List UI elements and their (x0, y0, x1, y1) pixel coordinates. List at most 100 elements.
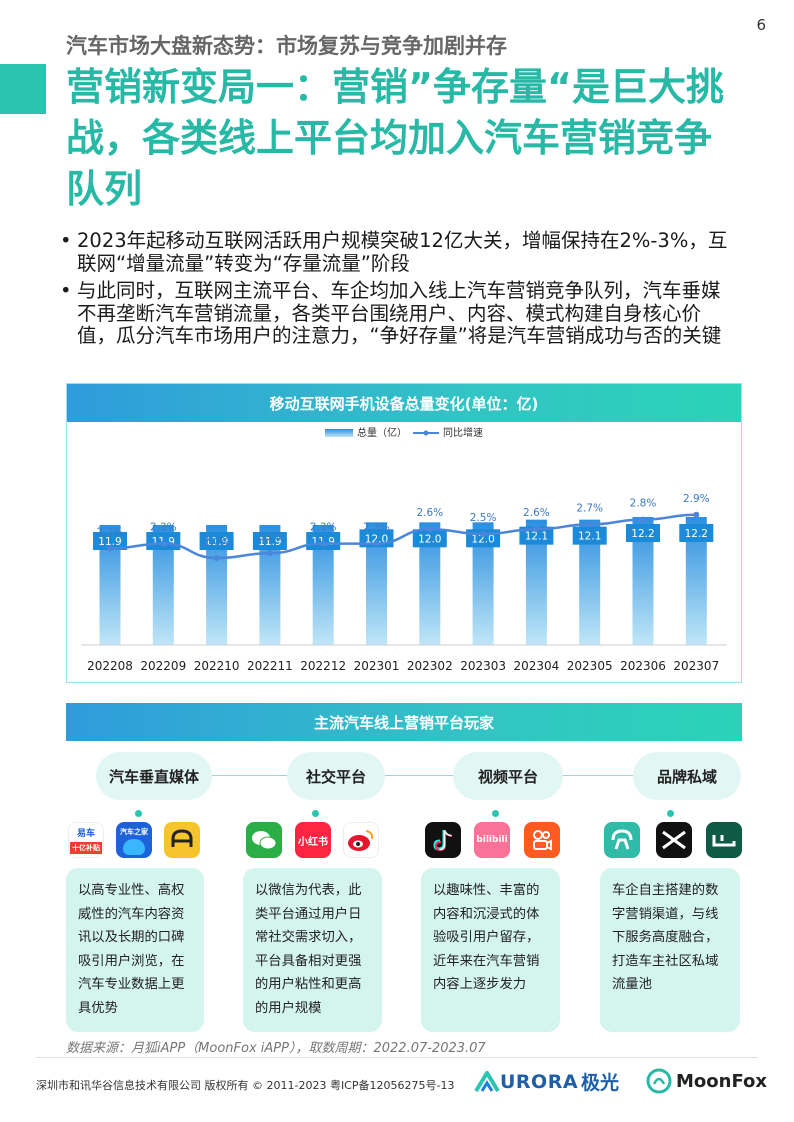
yiche-icon-text: 易车 (76, 829, 95, 839)
chart-title: 移动互联网手机设备总量变化(单位：亿) (67, 384, 741, 422)
legend-line-label: 同比增速 (443, 426, 483, 439)
category-connector (560, 775, 635, 776)
category-dot (312, 810, 319, 817)
chart-bar (472, 522, 494, 645)
growth-rate-point (160, 540, 167, 547)
chart-bar (419, 522, 441, 645)
growth-rate-point (426, 526, 433, 533)
x-tick-label: 202304 (513, 659, 559, 673)
douyin-icon (425, 822, 461, 858)
aurora-logo-cn: 极光 (581, 1072, 620, 1094)
description-social: 以微信为代表，此类平台通过用户日常社交需求切入，平台具备相对更强的用户粘性和更高… (243, 868, 382, 1032)
chart-bar (685, 516, 707, 645)
bar-value-label: 12.0 (418, 533, 441, 545)
growth-rate-label: 2.3% (310, 522, 337, 534)
category-video: 视频平台 (453, 752, 563, 800)
growth-rate-label: 2.6% (523, 507, 550, 519)
growth-rate-point (640, 516, 646, 523)
chart-bar (312, 525, 334, 645)
autohome-icon: 汽车之家 (116, 822, 152, 858)
bar-value-label: 11.9 (205, 536, 228, 548)
category-social: 社交平台 (287, 752, 385, 800)
growth-rate-label: 2.3% (363, 522, 390, 534)
data-source-note: 数据来源：月狐iAPP（MoonFox iAPP），取数周期：2022.07-2… (66, 1041, 486, 1056)
description-brand-private: 车企自主搭建的数字营销渠道，与线下服务高度融合，打造车主社区私域流量池 (600, 868, 740, 1032)
bar-value-label: 12.1 (578, 531, 601, 543)
wechat-icon (246, 822, 282, 858)
nio-icon (604, 822, 640, 858)
growth-rate-point (213, 555, 220, 561)
footer-copyright: 深圳市和讯华谷信息技术有限公司 版权所有 © 2011-2023 粤ICP备12… (36, 1079, 455, 1092)
category-dot (492, 810, 499, 817)
bar-value-label: 11.9 (258, 536, 281, 548)
moonfox-icon (646, 1068, 672, 1094)
autohome-mascot-icon (123, 839, 145, 855)
chart-bar (259, 525, 281, 645)
chart-bar (152, 525, 174, 645)
growth-rate-line (109, 513, 697, 560)
bullet-list: • 2023年起移动互联网活跃用户规模突破12亿大关，增幅保持在2%-3%，互联… (60, 229, 730, 353)
chart-bar (99, 525, 121, 645)
category-auto-media: 汽车垂直媒体 (96, 752, 212, 800)
growth-rate-label: 2.6% (416, 507, 443, 519)
x-tick-label: 202301 (354, 659, 400, 673)
bar-value-label-bg (626, 523, 660, 542)
players-section-title: 主流汽车线上营销平台玩家 (66, 703, 742, 741)
chart-plot: 总量（亿） 同比增速 11.9 202208 11.9 202209 11.9 202210 1… (81, 426, 727, 673)
bullet-dot-icon: • (60, 229, 72, 252)
chart-bar (579, 519, 601, 645)
bar-value-label-bg (252, 532, 287, 550)
description-video: 以趣味性、丰富的内容和沉浸式的体验吸引用户留存，近年来在汽车营销内容上逐步发力 (421, 868, 560, 1032)
growth-rate-label: 2.0% (203, 536, 230, 548)
x-tick-label: 202212 (300, 659, 346, 673)
growth-rate-label: 2.1% (257, 531, 284, 543)
page-number: 6 (756, 16, 766, 34)
xpeng-icon (656, 822, 692, 858)
weibo-icon (343, 822, 379, 858)
bar-value-label: 12.1 (525, 531, 548, 543)
x-tick-label: 202303 (460, 659, 506, 673)
growth-rate-point (693, 511, 700, 518)
growth-rate-point (320, 540, 327, 547)
dongchedi-icon (164, 822, 200, 858)
bar-value-label-bg (93, 532, 127, 550)
category-dot (135, 810, 142, 817)
bar-value-label: 12.2 (685, 528, 708, 540)
bar-value-label: 11.9 (98, 536, 121, 548)
bilibili-icon: bilibili (474, 822, 510, 858)
growth-rate-label: 2.2% (97, 526, 124, 538)
bar-value-label-bg (572, 526, 607, 545)
footer-divider (36, 1057, 758, 1058)
aurora-logo: URORA 极光 (474, 1068, 619, 1095)
x-tick-label: 202302 (407, 659, 453, 673)
growth-rate-point (480, 531, 487, 537)
aurora-logo-text: URORA (500, 1070, 579, 1093)
kuaishou-icon (524, 822, 560, 858)
legend-bar-swatch (325, 429, 353, 437)
bar-value-label-bg (519, 526, 554, 545)
growth-rate-label: 2.9% (683, 493, 710, 505)
title-accent-bar (0, 64, 46, 114)
page-title: 营销新变局一：营销”争存量“是巨大挑战，各类线上平台均加入汽车营销竞争队列 (66, 65, 724, 211)
bar-value-label-bg (199, 532, 234, 550)
yiche-icon-subtext: 十亿补贴 (70, 842, 102, 854)
x-tick-label: 202306 (620, 659, 666, 673)
moonfox-logo-text: MoonFox (676, 1070, 768, 1092)
lixiang-icon (706, 822, 742, 858)
xiaohongshu-icon: 小红书 (295, 822, 331, 858)
growth-rate-point (107, 545, 113, 552)
description-auto-media: 以高专业性、高权威性的汽车内容资讯以及长期的口碑吸引用户浏览，在汽车专业数据上更… (66, 868, 204, 1032)
autohome-icon-text: 汽车之家 (120, 828, 148, 836)
growth-rate-point (586, 521, 593, 528)
growth-rate-label: 2.3% (150, 522, 177, 534)
bar-value-label-bg (679, 523, 714, 542)
x-tick-label: 202211 (247, 659, 293, 673)
aurora-a-icon (474, 1070, 500, 1092)
chart-bar (632, 516, 654, 645)
category-connector (380, 775, 455, 776)
moonfox-logo: MoonFox (646, 1068, 767, 1094)
x-tick-label: 202208 (87, 659, 133, 673)
bar-value-label: 12.2 (631, 528, 654, 540)
x-tick-label: 202305 (567, 659, 613, 673)
bullet-text: 2023年起移动互联网活跃用户规模突破12亿大关，增幅保持在2%-3%，互联网“… (77, 229, 728, 275)
